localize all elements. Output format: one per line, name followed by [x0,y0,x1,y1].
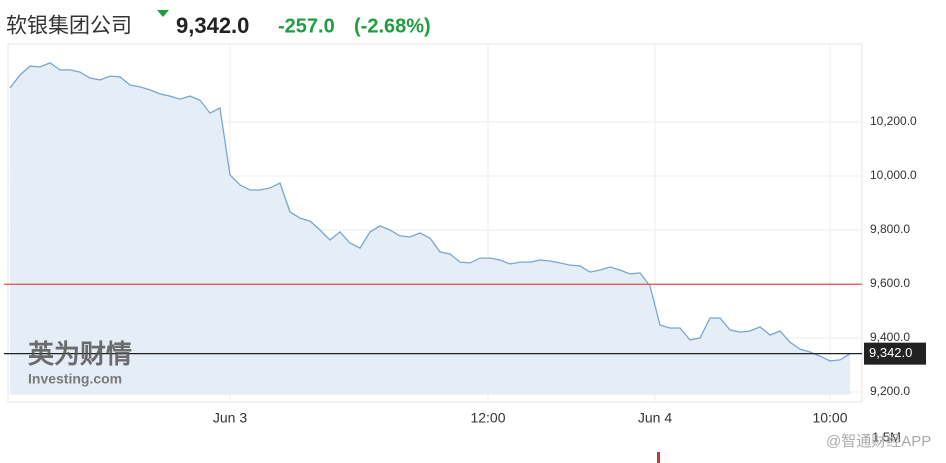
x-tick-label: Jun 4 [638,410,672,426]
stock-name: 软银集团公司 [6,15,132,38]
watermark-logo: 英为财情 [28,339,132,369]
area-fill [10,62,850,395]
volume-bar [657,452,660,463]
change: -257.0 [278,15,335,37]
watermark-logo-en: Investing.com [28,371,122,387]
y-tick-label: 9,800.0 [870,222,910,236]
plot: 9,200.0 9,400.0 9,600.0 9,800.0 10,000.0 10,2… [4,43,926,463]
price: 9,342.0 [176,13,249,38]
last-price-label: 9,342.0 [869,345,912,360]
y-tick-label: 9,400.0 [870,330,910,344]
plot-border [7,43,863,403]
x-tick-label: 10:00 [812,410,847,426]
x-tick-label: Jun 3 [213,410,247,426]
y-tick-label: 9,200.0 [870,384,910,398]
price-line [9,62,851,362]
down-arrow [157,10,169,17]
x-tick-label: 12:00 [470,410,505,426]
source-watermark: @智通财经APP [826,432,931,450]
y-tick-label: 10,000.0 [870,168,917,182]
y-tick-label: 9,600.0 [870,276,910,290]
y-tick-label: 10,200.0 [870,114,917,128]
change-pct: (-2.68%) [354,15,431,37]
last-price-box [864,342,926,365]
volume-axis-label: 1.5M [872,429,901,444]
